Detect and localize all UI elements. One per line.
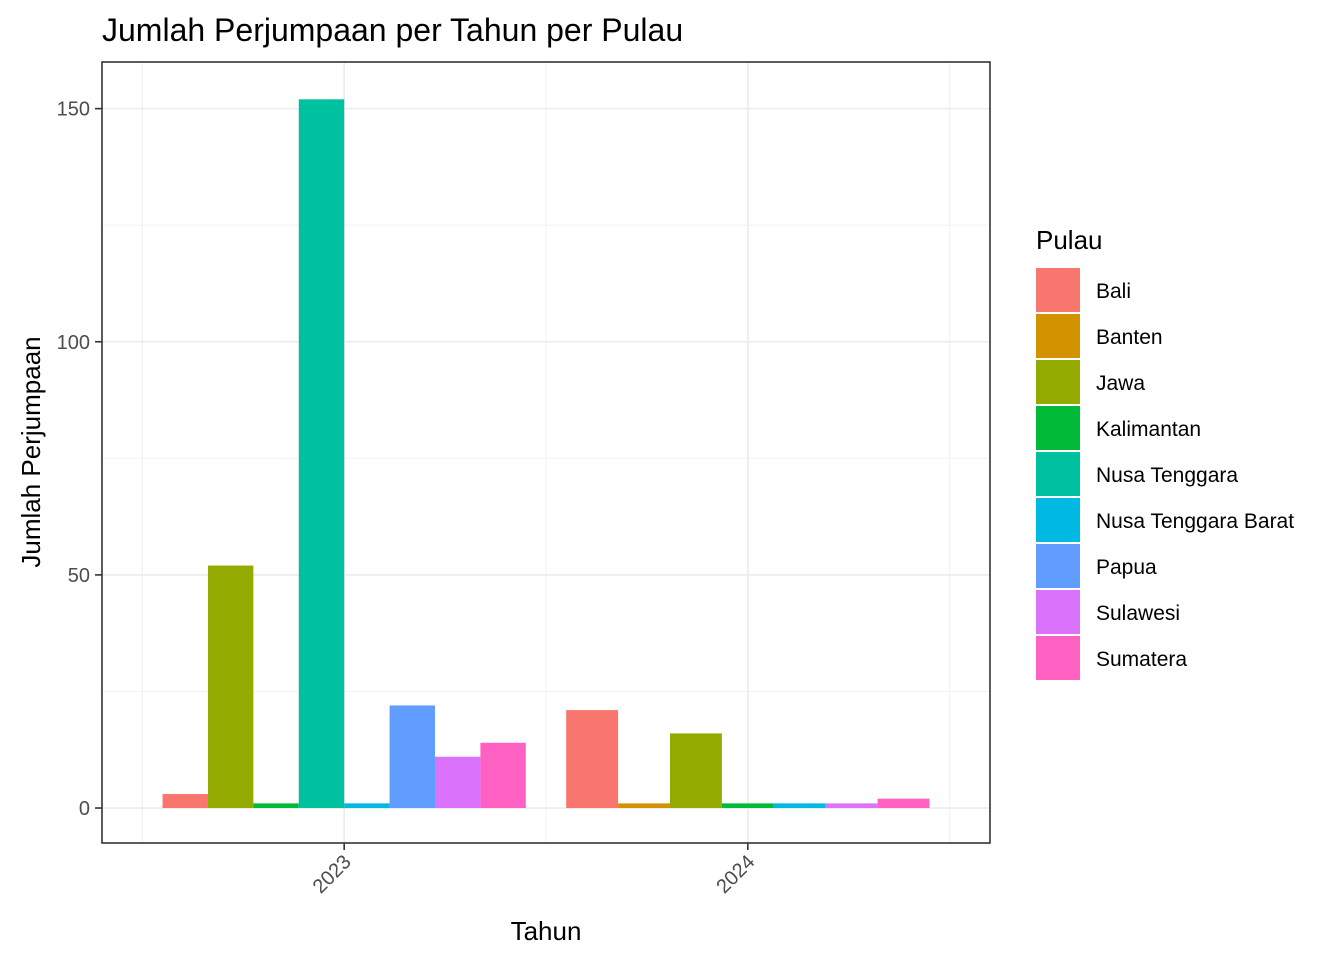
y-axis-title: Jumlah Perjumpaan	[16, 336, 46, 567]
bar-jawa-2024	[669, 733, 722, 809]
bar-sulawesi-2024	[825, 803, 878, 809]
bar-papua-2023	[389, 705, 435, 809]
plot-border	[101, 61, 991, 844]
bar-bali-2023	[162, 794, 208, 809]
legend-key-banten	[1036, 314, 1080, 358]
bar-kalimantan-2024	[721, 803, 774, 809]
y-tick-label: 150	[57, 99, 90, 121]
bars	[162, 99, 930, 809]
bar-sumatera-2024	[877, 798, 930, 809]
legend-key-nusa-tenggara	[1036, 452, 1080, 496]
x-axis: 2023 2024	[309, 843, 759, 898]
legend-key-sulawesi	[1036, 590, 1080, 634]
bar-nusa-tenggara-barat-2024	[773, 803, 826, 809]
x-tick-label: 2023	[309, 851, 356, 898]
bar-nusa-tenggara-2023	[298, 99, 345, 809]
bar-sulawesi-2023	[435, 756, 481, 809]
y-tick-label: 50	[68, 565, 90, 587]
bar-bali-2024	[566, 710, 619, 809]
legend-key-kalimantan	[1036, 406, 1080, 450]
legend: Pulau Bali Banten Jawa Kalimantan Nusa Tengg…	[1036, 225, 1294, 680]
chart-title: Jumlah Perjumpaan per Tahun per Pulau	[102, 12, 683, 48]
legend-key-jawa	[1036, 360, 1080, 404]
x-tick-label: 2024	[712, 851, 759, 898]
legend-label: Kalimantan	[1096, 418, 1201, 441]
legend-label: Bali	[1096, 280, 1131, 303]
legend-label: Sumatera	[1096, 648, 1187, 671]
bar-jawa-2023	[207, 565, 254, 809]
y-tick-label: 0	[79, 798, 90, 820]
y-tick-label: 100	[57, 332, 90, 354]
legend-key-bali	[1036, 268, 1080, 312]
legend-key-papua	[1036, 544, 1080, 588]
legend-label: Nusa Tenggara	[1096, 464, 1238, 487]
legend-key-nusa-tenggara-barat	[1036, 498, 1080, 542]
bar-sumatera-2023	[480, 742, 526, 809]
legend-label: Nusa Tenggara Barat	[1096, 510, 1294, 533]
legend-key-sumatera	[1036, 636, 1080, 680]
legend-label: Papua	[1096, 556, 1157, 579]
legend-label: Sulawesi	[1096, 602, 1180, 625]
bar-nusa-tenggara-barat-2023	[344, 803, 390, 809]
bar-banten-2024	[618, 803, 670, 809]
plot-panel	[101, 61, 991, 844]
bar-kalimantan-2023	[253, 803, 299, 809]
y-axis: 0 50 100 150	[57, 99, 102, 820]
legend-items: Bali Banten Jawa Kalimantan Nusa Tenggara Nus…	[1036, 268, 1294, 680]
legend-label: Banten	[1096, 326, 1163, 349]
legend-title: Pulau	[1036, 225, 1103, 255]
legend-label: Jawa	[1096, 372, 1145, 395]
x-axis-title: Tahun	[511, 916, 582, 946]
